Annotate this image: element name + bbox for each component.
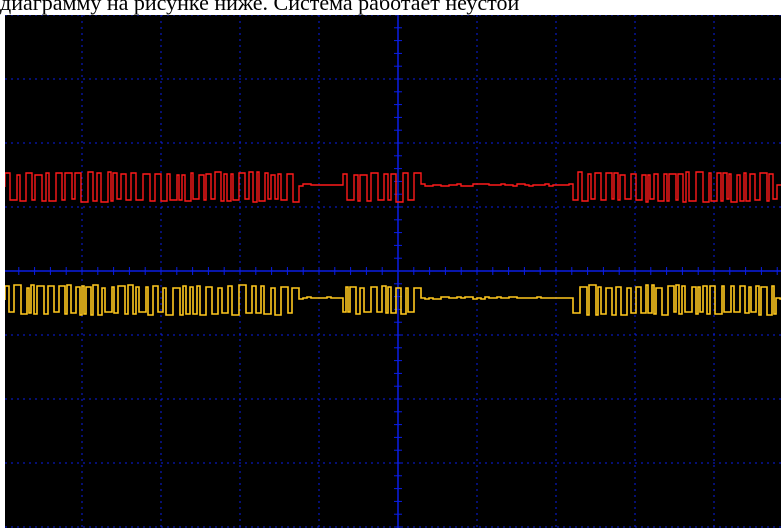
caption-text: диаграмму на рисунке ниже. Система работ… xyxy=(0,0,520,15)
traces xyxy=(5,171,781,316)
oscilloscope-screen xyxy=(5,15,781,528)
trace-ch2 xyxy=(5,284,781,316)
trace-ch1 xyxy=(5,171,781,203)
graticule xyxy=(5,15,781,528)
